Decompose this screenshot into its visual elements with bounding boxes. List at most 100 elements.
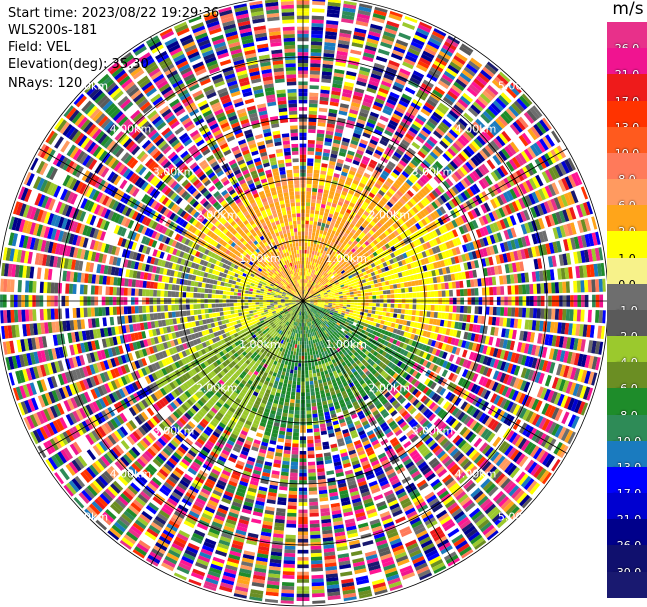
range-gate [393, 109, 404, 118]
range-gate [489, 286, 494, 296]
range-gate [342, 308, 347, 312]
range-gate [315, 279, 319, 284]
range-gate [349, 143, 358, 149]
range-gate [354, 125, 364, 132]
range-gate [294, 417, 300, 422]
range-gate [462, 314, 468, 322]
range-gate [345, 258, 351, 263]
range-gate [474, 288, 479, 296]
range-gate [307, 151, 315, 155]
range-gate [422, 243, 428, 251]
range-gate [392, 49, 405, 58]
range-gate [309, 351, 313, 356]
range-gate [543, 282, 549, 294]
range-gate [454, 255, 460, 264]
range-gate [546, 199, 555, 212]
range-gate [370, 211, 377, 218]
range-gate [591, 279, 596, 293]
range-gate [301, 322, 303, 327]
range-gate [284, 552, 296, 558]
range-gate [386, 254, 392, 260]
range-gate [324, 208, 330, 214]
range-gate [448, 313, 453, 320]
range-gate [493, 169, 503, 180]
range-gate [310, 289, 314, 293]
range-gate [569, 281, 574, 293]
range-gate [379, 263, 384, 269]
range-gate [451, 281, 457, 289]
range-gate [353, 245, 359, 251]
range-gate [536, 121, 547, 135]
range-gate [305, 377, 309, 382]
range-gate [380, 173, 388, 180]
range-gate [488, 212, 496, 222]
range-gate [348, 268, 353, 273]
range-gate [311, 567, 323, 572]
range-gate [562, 309, 567, 321]
range-gate [366, 165, 374, 173]
range-gate [324, 42, 336, 47]
range-gate [309, 261, 313, 266]
range-gate [573, 309, 578, 322]
range-gate [345, 180, 352, 186]
range-gate [425, 194, 434, 203]
range-gate [456, 264, 462, 272]
range-gate [339, 32, 352, 39]
range-gate [434, 86, 446, 96]
range-gate [332, 298, 336, 301]
range-gate [384, 236, 391, 243]
range-gate [441, 118, 452, 128]
range-gate [458, 118, 469, 128]
range-gate [529, 283, 534, 294]
range-gate [318, 260, 322, 265]
range-gate [309, 88, 319, 93]
range-gate [311, 563, 323, 569]
range-gate [319, 292, 324, 295]
range-gate [466, 279, 471, 288]
range-gate [298, 352, 302, 356]
range-gate [545, 229, 552, 241]
range-gate [334, 223, 339, 229]
range-gate [305, 295, 308, 299]
range-gate [334, 288, 339, 292]
range-gate [319, 257, 324, 262]
range-gate [490, 171, 500, 182]
range-gate [356, 118, 366, 125]
range-gate [450, 257, 456, 265]
range-gate [476, 135, 486, 146]
range-gate [329, 209, 335, 215]
range-gate [384, 203, 391, 211]
range-gate [457, 98, 469, 109]
range-gate [337, 272, 343, 276]
range-gate [516, 212, 524, 224]
range-gate [453, 170, 463, 180]
range-gate [317, 268, 321, 272]
range-gate [433, 28, 447, 37]
range-gate [424, 216, 431, 224]
range-gate [311, 582, 325, 587]
range-gate [544, 215, 552, 228]
range-gate [309, 505, 319, 510]
range-gate [305, 209, 310, 214]
range-gate [536, 204, 545, 216]
range-gate [310, 63, 321, 68]
range-gate [424, 156, 434, 165]
range-gate [371, 310, 376, 315]
range-gate [548, 214, 556, 227]
range-gate [341, 141, 350, 147]
range-gate [349, 223, 355, 229]
range-gate [317, 118, 327, 124]
range-gate [327, 266, 332, 271]
range-gate [308, 257, 311, 262]
range-gate [312, 180, 319, 185]
range-gate [324, 182, 331, 187]
range-gate [319, 290, 323, 294]
range-gate [562, 281, 567, 293]
range-gate [386, 201, 394, 208]
range-gate [375, 287, 380, 292]
range-gate [334, 290, 339, 294]
range-gate [345, 311, 350, 315]
range-gate [284, 545, 296, 550]
range-gate [313, 288, 317, 292]
range-gate [434, 145, 444, 155]
